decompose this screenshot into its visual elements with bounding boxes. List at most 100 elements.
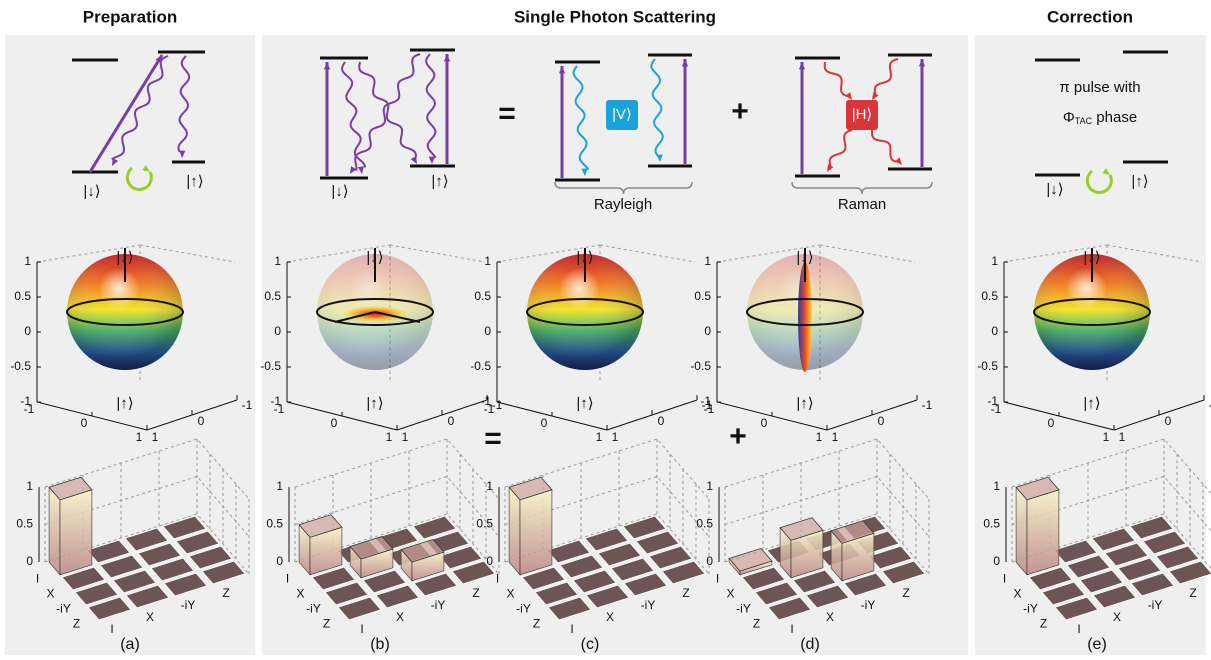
chi-tick-label: 1 <box>706 479 713 493</box>
subscript: TAC <box>1075 116 1093 126</box>
bar-front <box>520 490 552 575</box>
x-tick-label: 1 <box>136 430 143 444</box>
col-label: Z <box>222 586 229 600</box>
panel-label: (b) <box>370 636 390 653</box>
row-label: I <box>1003 572 1006 586</box>
state-disk <box>343 306 407 322</box>
phase: phase <box>1092 109 1137 126</box>
z-tick-label: -0.5 <box>10 359 31 373</box>
z-tick-label: 0 <box>991 324 998 338</box>
col-label: I <box>360 622 363 636</box>
y-tick-label: 1 <box>402 430 409 444</box>
row-label: -iY <box>736 602 751 616</box>
panel-label: (d) <box>800 636 820 653</box>
chi-tick-label: 0 <box>993 554 1000 568</box>
bar-front <box>1027 490 1059 575</box>
ket: |↑⟩ <box>116 395 133 412</box>
photon-label: |V⟩ <box>612 106 632 123</box>
z-tick-label: 1 <box>991 254 998 268</box>
x-tick-label: 0 <box>1048 416 1055 430</box>
chi-tick-label: 0 <box>26 554 33 568</box>
col-label: -iY <box>861 598 876 612</box>
chi-tick-label: 0 <box>486 554 493 568</box>
col-label: -iY <box>431 598 446 612</box>
col-label: X <box>396 610 404 624</box>
y-tick-label: 0 <box>448 414 455 428</box>
row-label: X <box>46 587 54 601</box>
row-label: -iY <box>56 602 71 616</box>
ket: |↓⟩ <box>1083 249 1100 266</box>
bar-side <box>509 487 520 575</box>
pulse-note: π pulse with <box>1059 79 1140 96</box>
col-label: I <box>110 622 113 636</box>
ket: |↑⟩ <box>576 395 593 412</box>
x-tick-label: 0 <box>81 416 88 430</box>
z-tick-label: 0 <box>704 324 711 338</box>
col-label: I <box>570 622 573 636</box>
plus: + <box>731 95 749 128</box>
x-tick-label: -1 <box>274 402 285 416</box>
chi-tick-label: 0 <box>276 554 283 568</box>
ket: |↑⟩ <box>186 173 203 190</box>
process: Raman <box>838 196 886 213</box>
plus: + <box>729 420 747 453</box>
chi-tick-label: 1 <box>276 479 283 493</box>
z-tick-label: 1 <box>704 254 711 268</box>
z-tick-label: 0 <box>484 324 491 338</box>
z-tick-label: 0.5 <box>694 289 711 303</box>
col-label: -iY <box>641 598 656 612</box>
col-label: I <box>1077 622 1080 636</box>
chi-tick-label: 0.5 <box>476 517 493 531</box>
y-tick-label: 0 <box>658 414 665 428</box>
equals: = <box>484 422 502 455</box>
x-tick-label: -1 <box>24 402 35 416</box>
ket: |↓⟩ <box>366 249 383 266</box>
z-tick-label: 0 <box>274 324 281 338</box>
row-label: X <box>506 587 514 601</box>
x-tick-label: 1 <box>596 430 603 444</box>
z-tick-label: -0.5 <box>260 359 281 373</box>
row-label: X <box>1013 587 1021 601</box>
chi-tick-label: 0.5 <box>696 517 713 531</box>
z-tick-label: 1 <box>274 254 281 268</box>
z-tick-label: -0.5 <box>690 359 711 373</box>
panel-label: (c) <box>581 636 600 653</box>
x-tick-label: -1 <box>704 402 715 416</box>
row-label: I <box>286 572 289 586</box>
col-label: -iY <box>1148 598 1163 612</box>
row-label: Z <box>533 617 540 631</box>
ket: |↑⟩ <box>796 395 813 412</box>
row-label: X <box>296 587 304 601</box>
y-tick-label: 1 <box>832 430 839 444</box>
z-tick-label: -0.5 <box>470 359 491 373</box>
col-label: Z <box>472 586 479 600</box>
chi-tick-label: 0.5 <box>983 517 1000 531</box>
y-tick-label: 1 <box>152 430 159 444</box>
title: Preparation <box>83 7 177 26</box>
ket: |↓⟩ <box>1046 181 1063 198</box>
row-label: I <box>496 572 499 586</box>
ket: |↓⟩ <box>116 249 133 266</box>
x-tick-label: 0 <box>541 416 548 430</box>
panel-label: (e) <box>1087 636 1107 653</box>
row-label: I <box>716 572 719 586</box>
x-tick-label: -1 <box>991 402 1002 416</box>
col-label: X <box>826 610 834 624</box>
ket: |↓⟩ <box>576 249 593 266</box>
x-tick-label: 0 <box>761 416 768 430</box>
row-label: -iY <box>516 602 531 616</box>
row-label: X <box>726 587 734 601</box>
z-tick-label: 0.5 <box>474 289 491 303</box>
chi-tick-label: 1 <box>486 479 493 493</box>
x-tick-label: 1 <box>1103 430 1110 444</box>
row-label: I <box>36 572 39 586</box>
title: Single Photon Scattering <box>514 7 716 26</box>
chi-tick-label: 1 <box>993 479 1000 493</box>
y-tick-label: 1 <box>1119 430 1126 444</box>
ket: |↓⟩ <box>796 249 813 266</box>
col-label: -iY <box>181 598 196 612</box>
x-tick-label: 0 <box>331 416 338 430</box>
chi-tick-label: 0 <box>706 554 713 568</box>
col-label: Z <box>1189 586 1196 600</box>
z-tick-label: 0.5 <box>981 289 998 303</box>
